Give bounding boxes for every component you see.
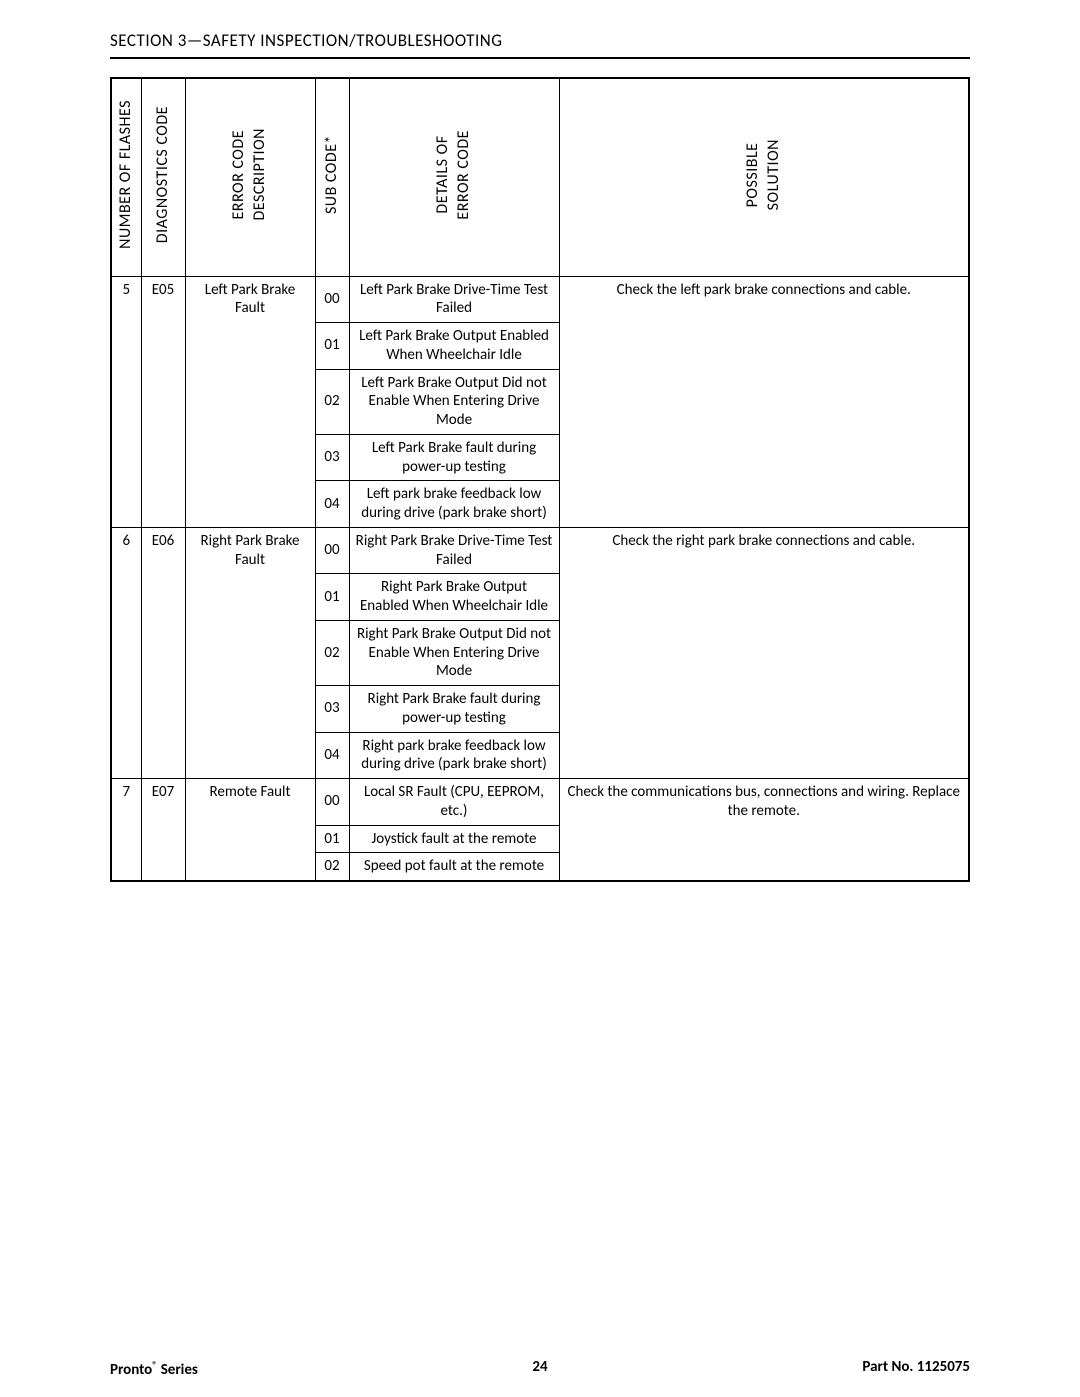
col-header-label: POSSIBLE SOLUTION [743, 139, 785, 210]
cell-description: Left Park Brake Fault [185, 276, 315, 527]
cell-detail: Joystick fault at the remote [349, 825, 559, 853]
footer-page-number: 24 [110, 1358, 970, 1376]
col-header-description: ERROR CODE DESCRIPTION [185, 78, 315, 276]
cell-diag-code: E07 [141, 779, 185, 882]
cell-detail: Right Park Brake Output Did not Enable W… [349, 620, 559, 685]
col-header-label: SUB CODE* [322, 135, 342, 214]
col-header-solution: POSSIBLE SOLUTION [559, 78, 969, 276]
cell-description: Right Park Brake Fault [185, 527, 315, 778]
cell-sub-code: 00 [315, 527, 349, 574]
cell-detail: Local SR Fault (CPU, EEPROM, etc.) [349, 779, 559, 826]
cell-sub-code: 03 [315, 686, 349, 733]
cell-detail: Right Park Brake fault during power-up t… [349, 686, 559, 733]
cell-detail: Right Park Brake Output Enabled When Whe… [349, 574, 559, 621]
table-row: 5E05Left Park Brake Fault00Left Park Bra… [111, 276, 969, 323]
cell-sub-code: 02 [315, 620, 349, 685]
cell-detail: Left park brake feedback low during driv… [349, 481, 559, 528]
cell-solution: Check the left park brake connections an… [559, 276, 969, 527]
col-header-label: ERROR CODE DESCRIPTION [229, 128, 271, 221]
table-body: 5E05Left Park Brake Fault00Left Park Bra… [111, 276, 969, 881]
page: SECTION 3—SAFETY INSPECTION/TROUBLESHOOT… [0, 0, 1080, 1397]
cell-sub-code: 02 [315, 369, 349, 434]
diagnostics-table: NUMBER OF FLASHES DIAGNOSTICS CODE ERROR… [110, 77, 970, 882]
col-header-details: DETAILS OF ERROR CODE [349, 78, 559, 276]
cell-flashes: 5 [111, 276, 141, 527]
cell-sub-code: 04 [315, 481, 349, 528]
cell-diag-code: E06 [141, 527, 185, 778]
cell-sub-code: 04 [315, 732, 349, 779]
cell-detail: Left Park Brake Output Enabled When Whee… [349, 323, 559, 370]
cell-sub-code: 01 [315, 574, 349, 621]
col-header-label: DIAGNOSTICS CODE [153, 106, 173, 243]
cell-diag-code: E05 [141, 276, 185, 527]
cell-sub-code: 00 [315, 276, 349, 323]
cell-solution: Check the right park brake connections a… [559, 527, 969, 778]
table-row: 7E07Remote Fault00Local SR Fault (CPU, E… [111, 779, 969, 826]
cell-sub-code: 00 [315, 779, 349, 826]
page-footer: Pronto® Series 24 Part No. 1125075 [110, 1358, 970, 1379]
footer-part-no: Part No. 1125075 [862, 1358, 970, 1379]
cell-flashes: 6 [111, 527, 141, 778]
cell-detail: Left Park Brake Output Did not Enable Wh… [349, 369, 559, 434]
cell-detail: Left Park Brake Drive-Time Test Failed [349, 276, 559, 323]
cell-detail: Left Park Brake fault during power-up te… [349, 434, 559, 481]
col-header-flashes: NUMBER OF FLASHES [111, 78, 141, 276]
section-title: SECTION 3—SAFETY INSPECTION/TROUBLESHOOT… [110, 30, 970, 59]
cell-sub-code: 02 [315, 853, 349, 881]
cell-solution: Check the communications bus, connection… [559, 779, 969, 882]
cell-detail: Speed pot fault at the remote [349, 853, 559, 881]
col-header-sub-code: SUB CODE* [315, 78, 349, 276]
cell-detail: Right park brake feedback low during dri… [349, 732, 559, 779]
col-header-label: NUMBER OF FLASHES [116, 100, 136, 249]
footer-series: Pronto® Series [110, 1358, 198, 1379]
cell-sub-code: 01 [315, 323, 349, 370]
table-header-row: NUMBER OF FLASHES DIAGNOSTICS CODE ERROR… [111, 78, 969, 276]
cell-flashes: 7 [111, 779, 141, 882]
col-header-label: DETAILS OF ERROR CODE [433, 130, 475, 220]
col-header-diag-code: DIAGNOSTICS CODE [141, 78, 185, 276]
cell-sub-code: 01 [315, 825, 349, 853]
table-row: 6E06Right Park Brake Fault00Right Park B… [111, 527, 969, 574]
cell-description: Remote Fault [185, 779, 315, 882]
cell-detail: Right Park Brake Drive-Time Test Failed [349, 527, 559, 574]
cell-sub-code: 03 [315, 434, 349, 481]
